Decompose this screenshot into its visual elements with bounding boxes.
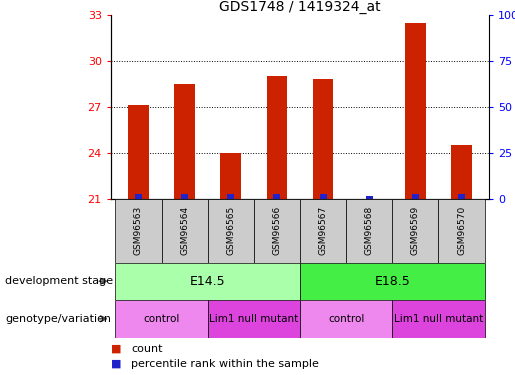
Text: GSM96568: GSM96568 (365, 206, 374, 255)
Bar (300, 199, 346, 262)
Text: E14.5: E14.5 (190, 275, 226, 288)
Text: control: control (143, 314, 180, 324)
Text: GSM96569: GSM96569 (411, 206, 420, 255)
Text: GSM96570: GSM96570 (457, 206, 466, 255)
Bar (254, 199, 300, 262)
Bar (227, 194, 234, 199)
Text: genotype/variation: genotype/variation (5, 314, 111, 324)
Bar (392, 300, 485, 338)
Bar (220, 153, 241, 199)
Bar (438, 199, 485, 262)
Bar (162, 199, 208, 262)
Bar (115, 199, 162, 262)
Bar (366, 196, 373, 199)
Bar (174, 84, 195, 199)
Bar (458, 194, 465, 199)
Text: Lim1 null mutant: Lim1 null mutant (394, 314, 483, 324)
Bar (320, 194, 327, 199)
Bar (181, 194, 188, 199)
Text: ■: ■ (111, 359, 121, 369)
Text: percentile rank within the sample: percentile rank within the sample (131, 359, 319, 369)
Text: GSM96565: GSM96565 (226, 206, 235, 255)
Bar (451, 145, 472, 199)
Text: Lim1 null mutant: Lim1 null mutant (209, 314, 299, 324)
Bar (115, 262, 300, 300)
Text: GSM96567: GSM96567 (319, 206, 328, 255)
Text: development stage: development stage (5, 276, 113, 286)
Text: GSM96564: GSM96564 (180, 206, 189, 255)
Bar (405, 22, 426, 199)
Bar (392, 199, 438, 262)
Title: GDS1748 / 1419324_at: GDS1748 / 1419324_at (219, 0, 381, 14)
Bar (273, 194, 280, 199)
Bar (267, 76, 287, 199)
Bar (135, 194, 142, 199)
Bar (412, 194, 419, 199)
Text: E18.5: E18.5 (374, 275, 410, 288)
Text: count: count (131, 344, 163, 354)
Bar (300, 262, 485, 300)
Text: GSM96563: GSM96563 (134, 206, 143, 255)
Bar (208, 199, 254, 262)
Bar (128, 105, 149, 199)
Text: control: control (328, 314, 364, 324)
Bar (313, 80, 333, 199)
Bar (115, 300, 208, 338)
Text: GSM96566: GSM96566 (272, 206, 281, 255)
Bar (300, 300, 392, 338)
Text: ■: ■ (111, 344, 121, 354)
Bar (208, 300, 300, 338)
Bar (346, 199, 392, 262)
